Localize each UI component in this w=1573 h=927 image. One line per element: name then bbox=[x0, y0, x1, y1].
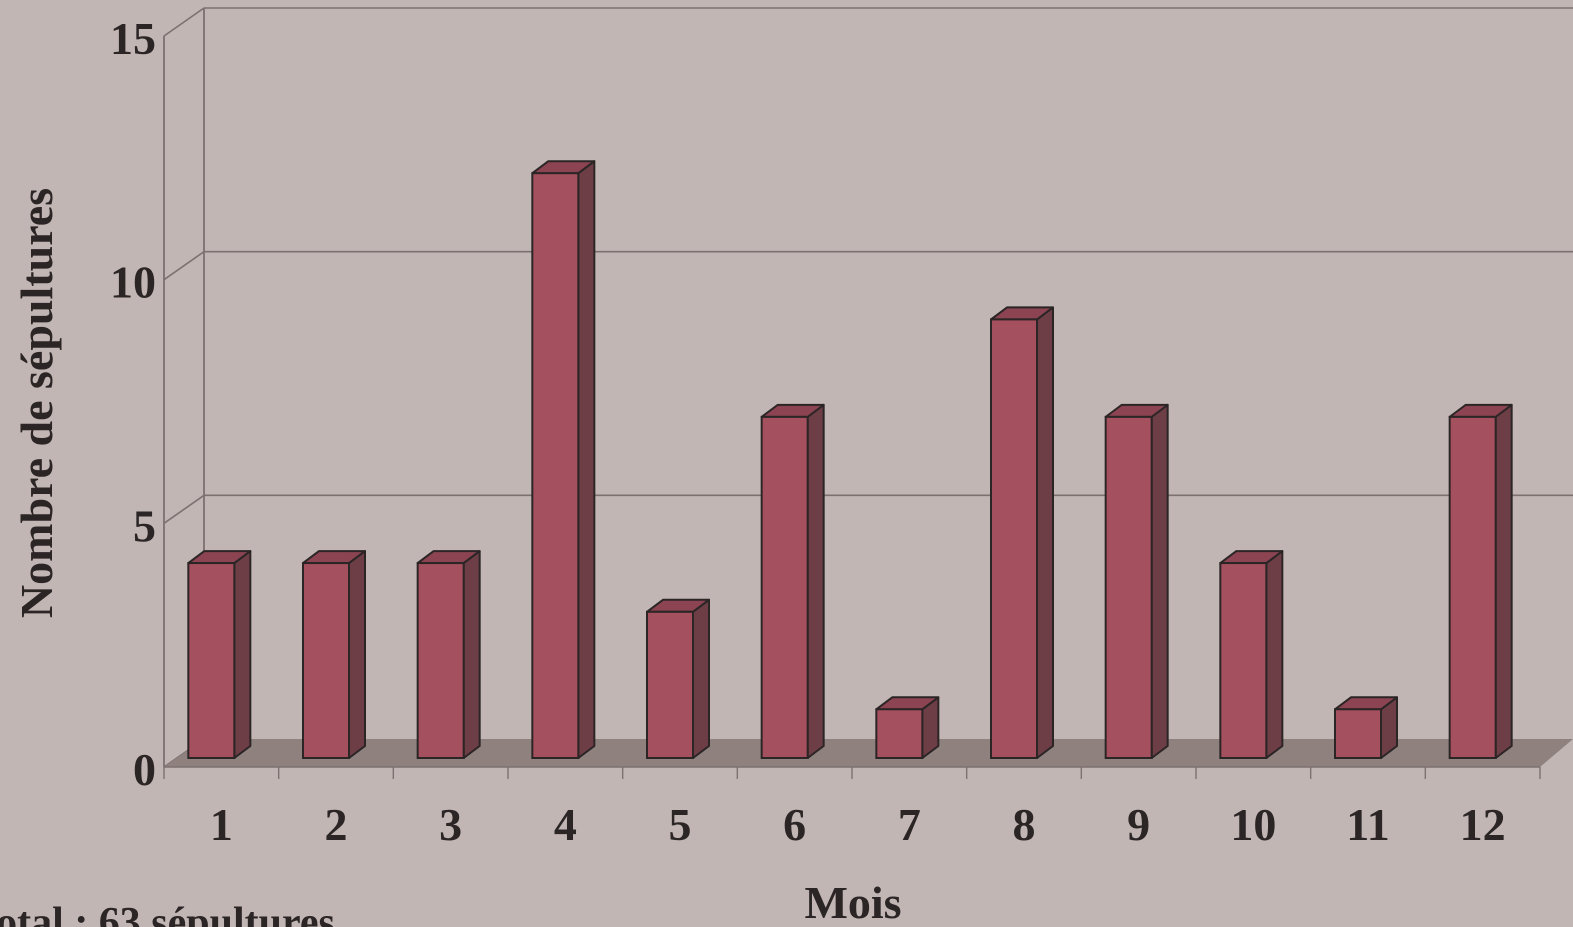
x-tick-label: 3 bbox=[439, 799, 462, 850]
bar-12 bbox=[1448, 403, 1513, 759]
bar-front-face bbox=[990, 318, 1038, 759]
x-tick-label: 11 bbox=[1346, 799, 1389, 850]
x-tick-label: 5 bbox=[669, 799, 692, 850]
bar-front-face bbox=[1448, 415, 1497, 759]
bar-front-face bbox=[187, 562, 236, 759]
bar-front-face bbox=[875, 708, 924, 759]
x-tick-label: 2 bbox=[325, 799, 348, 850]
x-axis-title: Mois bbox=[804, 877, 901, 927]
bar-side-face bbox=[1265, 550, 1284, 759]
bar-5 bbox=[646, 598, 710, 759]
bar-10 bbox=[1219, 550, 1284, 759]
bar-side-face bbox=[1494, 403, 1513, 759]
bar-4 bbox=[531, 160, 596, 759]
bar-front-face bbox=[1104, 415, 1153, 759]
y-tick-label: 0 bbox=[133, 744, 156, 795]
bar-side-face bbox=[577, 160, 596, 759]
bar-side-face bbox=[1150, 403, 1169, 759]
bar-2 bbox=[302, 550, 366, 759]
bar-side-face bbox=[348, 550, 366, 759]
gridline-depth bbox=[163, 7, 205, 37]
bar-6 bbox=[760, 403, 825, 759]
x-tick-label: 10 bbox=[1230, 799, 1276, 850]
bar-8 bbox=[990, 306, 1054, 759]
gridline-depth bbox=[163, 251, 205, 281]
bar-7 bbox=[875, 696, 940, 759]
y-tick-label: 10 bbox=[110, 257, 156, 308]
bar-1 bbox=[187, 550, 252, 759]
x-tick-label: 7 bbox=[898, 799, 921, 850]
bar-side-face bbox=[462, 550, 481, 759]
total-annotation: Total : 63 sépultures bbox=[0, 900, 335, 927]
x-tick-label: 9 bbox=[1127, 799, 1150, 850]
bar-side-face bbox=[806, 403, 825, 759]
y-tick-label: 5 bbox=[133, 500, 156, 551]
bar-11 bbox=[1334, 696, 1398, 759]
bar-3 bbox=[416, 550, 481, 759]
y-tick-label: 15 bbox=[110, 13, 156, 64]
bars-layer bbox=[187, 160, 1513, 759]
bar-front-face bbox=[760, 415, 809, 759]
bar-front-face bbox=[646, 610, 694, 759]
grid-layer bbox=[163, 7, 1573, 768]
bar-9 bbox=[1104, 403, 1169, 759]
x-tick-label: 1 bbox=[210, 799, 233, 850]
y-axis-title: Nombre de sépultures bbox=[11, 188, 62, 618]
bar-side-face bbox=[692, 598, 710, 759]
bar-front-face bbox=[1334, 708, 1382, 759]
bar-front-face bbox=[531, 172, 580, 759]
x-tick-label: 8 bbox=[1013, 799, 1036, 850]
bar-side-face bbox=[233, 550, 252, 759]
bar-front-face bbox=[416, 562, 465, 759]
bar-side-face bbox=[1036, 306, 1054, 759]
x-tick-label: 6 bbox=[783, 799, 806, 850]
bar-front-face bbox=[1219, 562, 1268, 759]
gridline-depth bbox=[163, 494, 205, 524]
x-tick-label: 12 bbox=[1460, 799, 1506, 850]
bar-front-face bbox=[302, 562, 350, 759]
x-tick-label: 4 bbox=[554, 799, 577, 850]
